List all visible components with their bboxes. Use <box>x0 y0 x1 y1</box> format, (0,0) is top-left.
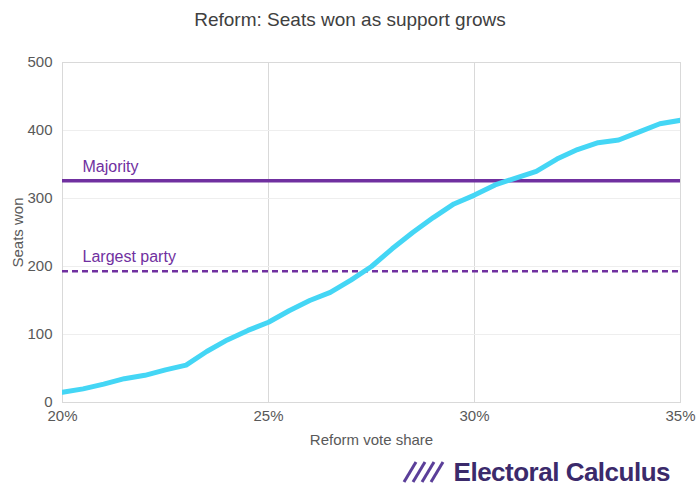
svg-text:Seats won: Seats won <box>9 197 26 267</box>
svg-text:Reform vote share: Reform vote share <box>310 431 433 448</box>
svg-text:20%: 20% <box>47 407 77 424</box>
svg-text:300: 300 <box>27 189 52 206</box>
html-text:Electoral Calculus: Electoral Calculus <box>453 456 670 487</box>
svg-text:30%: 30% <box>459 407 489 424</box>
svg-text:200: 200 <box>27 257 52 274</box>
svg-text:Largest party: Largest party <box>83 248 176 265</box>
svg-text:100: 100 <box>27 325 52 342</box>
svg-text:Majority: Majority <box>83 158 139 175</box>
svg-text:500: 500 <box>27 53 52 70</box>
svg-text:400: 400 <box>27 121 52 138</box>
svg-text:35%: 35% <box>665 407 695 424</box>
svg-text:25%: 25% <box>253 407 283 424</box>
html-text:Reform: Seats won as support g: Reform: Seats won as support grows <box>194 9 506 30</box>
svg-text:0: 0 <box>44 393 53 411</box>
